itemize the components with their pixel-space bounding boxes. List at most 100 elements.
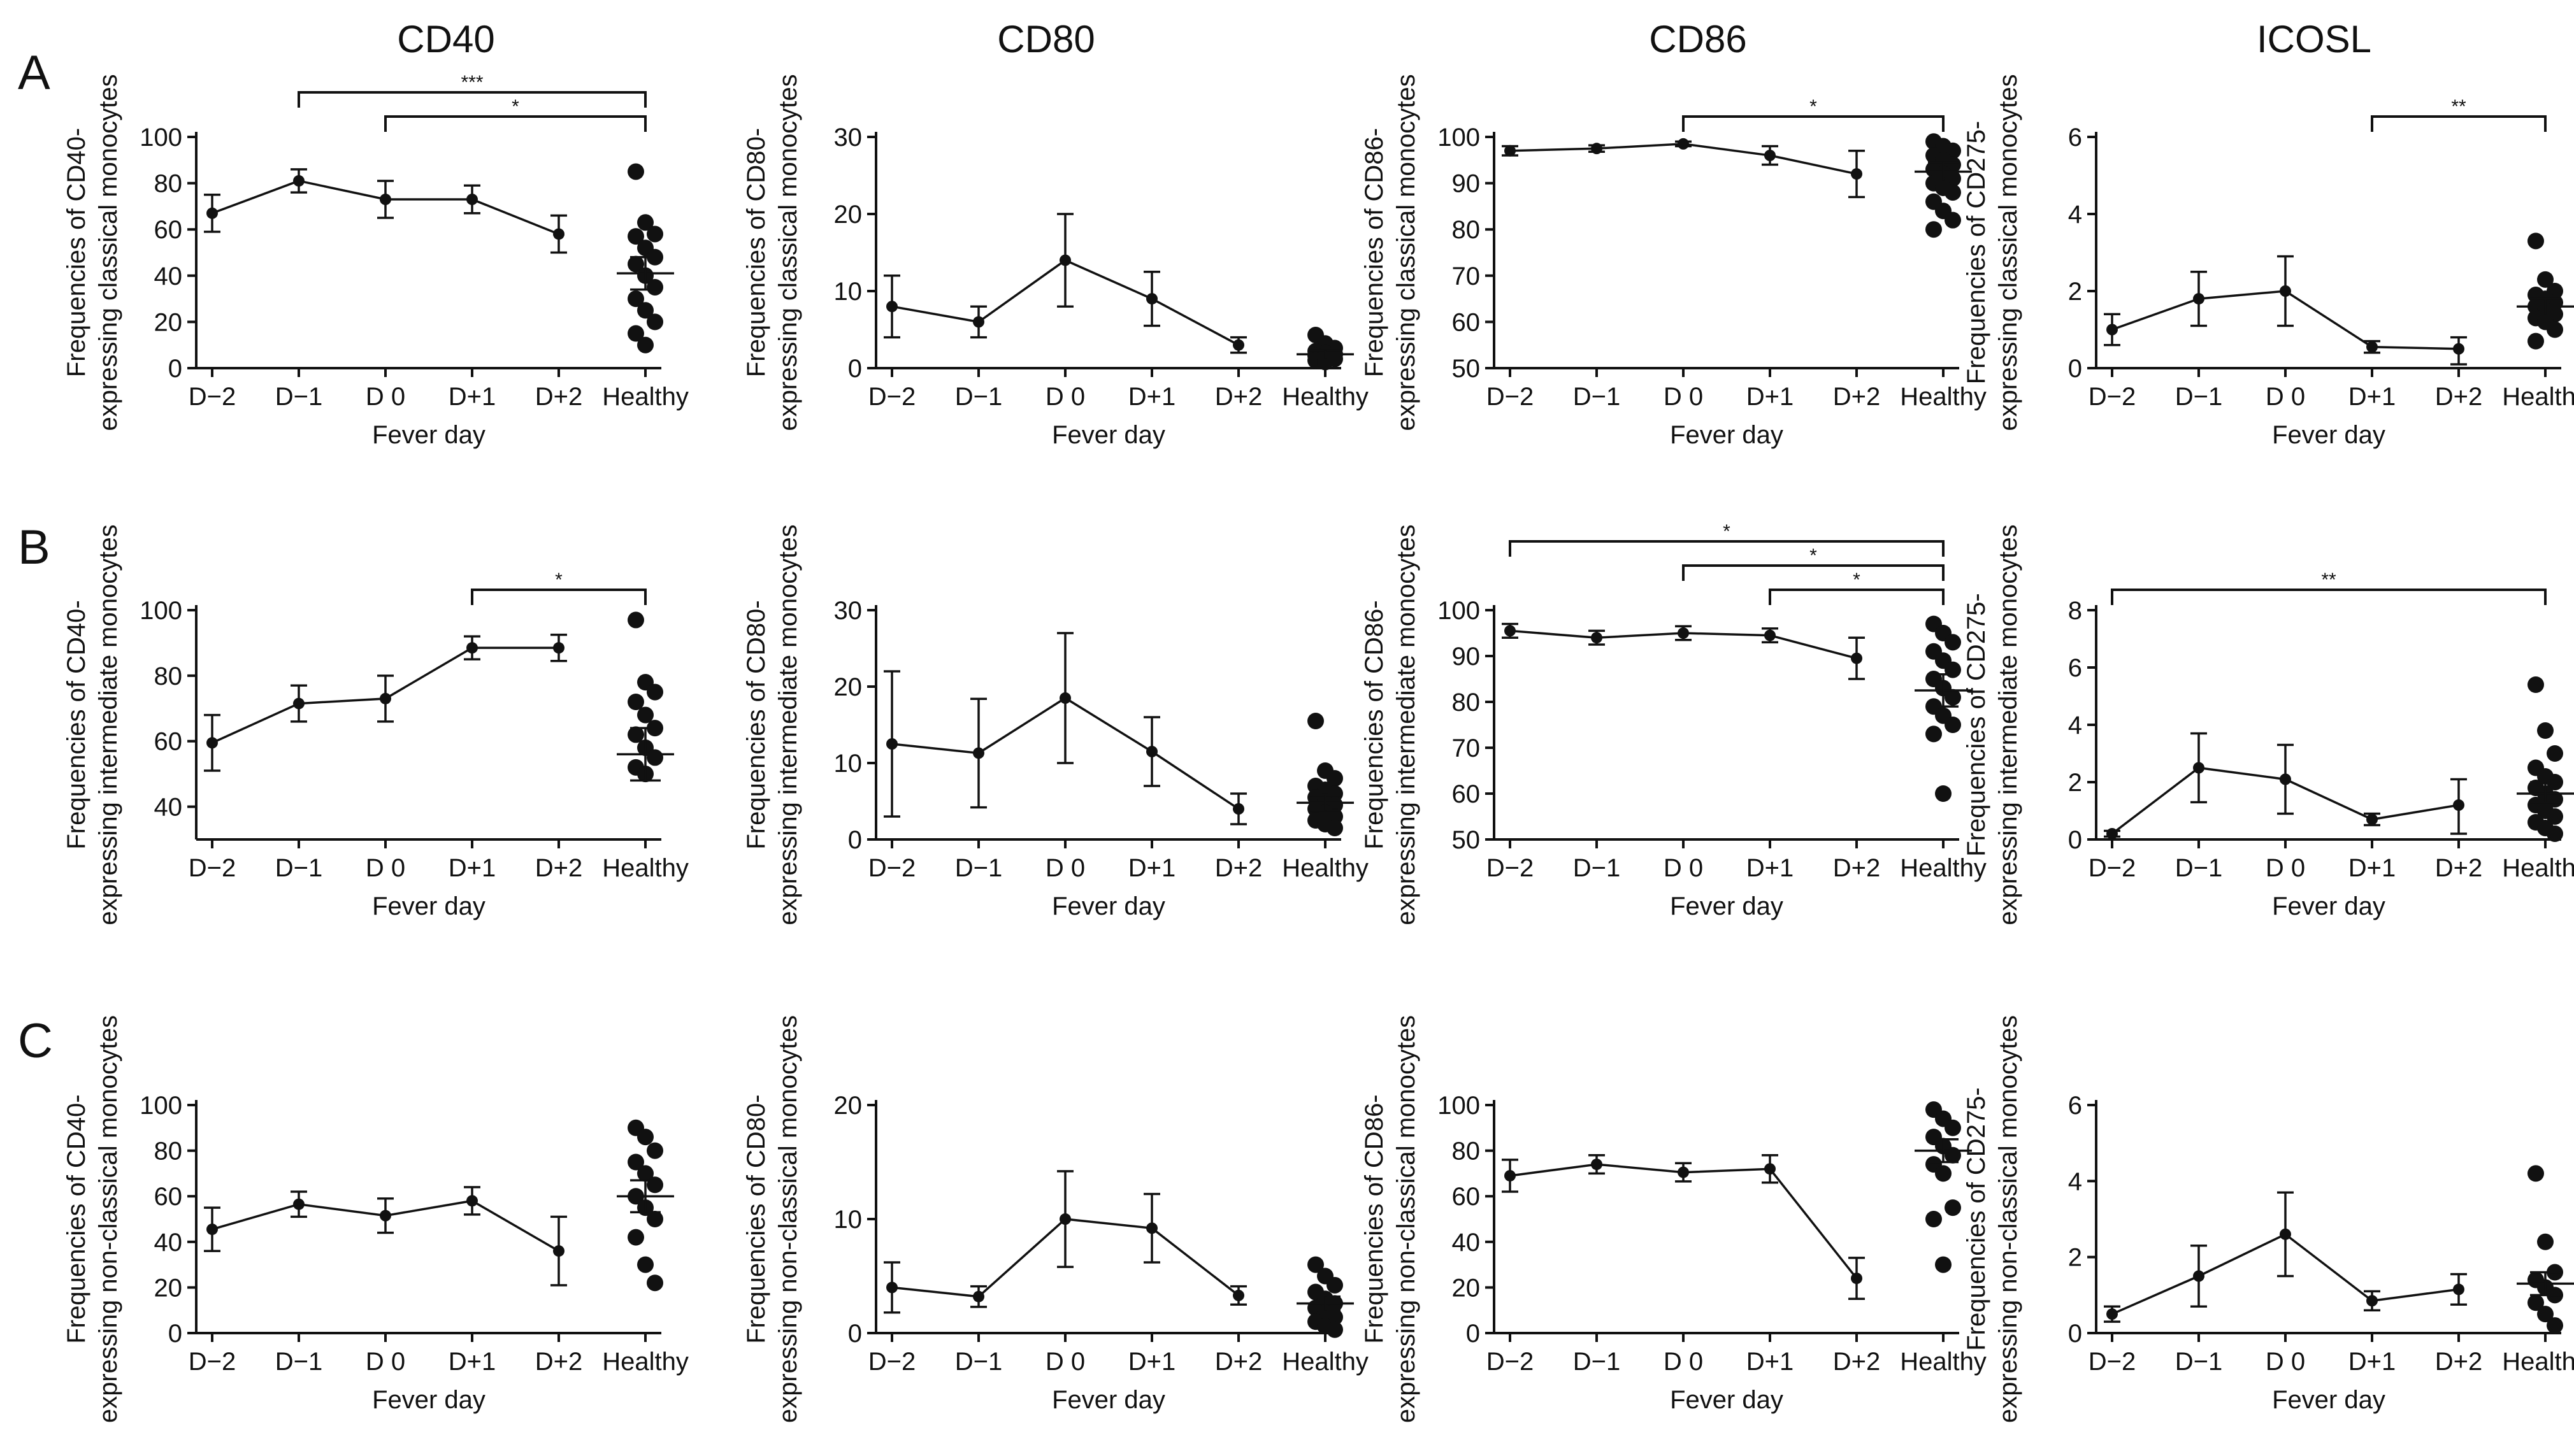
x-tick-label: D+1 xyxy=(2348,854,2396,882)
healthy-point xyxy=(647,1176,663,1194)
x-tick-label: D−1 xyxy=(955,383,1003,411)
significance-label: *** xyxy=(461,72,483,93)
y-tick-label: 60 xyxy=(154,216,183,244)
data-point xyxy=(886,738,898,750)
y-tick-label: 40 xyxy=(154,262,183,290)
y-axis-label: expressing intermediate monocytes xyxy=(1994,524,2022,925)
healthy-point xyxy=(647,313,663,331)
x-tick-label: D+2 xyxy=(535,854,583,882)
y-tick-label: 0 xyxy=(1466,1320,1480,1348)
healthy-point xyxy=(647,1274,663,1292)
y-tick-label: 90 xyxy=(1452,643,1481,671)
data-point xyxy=(1504,625,1516,637)
data-point xyxy=(1233,803,1244,815)
y-axis-label: Frequencies of CD40- xyxy=(62,1094,90,1343)
y-tick-label: 10 xyxy=(834,278,863,306)
significance-label: * xyxy=(512,96,519,117)
chart-panel-a-cd86: 50 60 70 80 90 100 D−2 D−1 D 0 D+1 D+2 Healthy Fever… xyxy=(1360,74,1987,449)
y-tick-label: 20 xyxy=(834,201,863,229)
x-tick-label: Healthy xyxy=(2502,854,2574,882)
chart-panel-a-cd40: 0 20 40 60 80 100 D−2 D−1 D 0 D+1 D+2 Healthy Fever … xyxy=(62,72,689,449)
data-point xyxy=(1678,627,1689,639)
data-point xyxy=(1678,1166,1689,1178)
data-point xyxy=(2453,343,2464,355)
data-point xyxy=(380,1210,391,1222)
x-tick-label: D−1 xyxy=(2175,854,2223,882)
data-point xyxy=(2106,324,2118,336)
x-axis-label: Fever day xyxy=(1670,892,1783,920)
data-point xyxy=(1146,1222,1158,1234)
significance-label: * xyxy=(555,569,563,590)
healthy-point xyxy=(647,749,663,766)
x-tick-label: D−2 xyxy=(868,383,916,411)
x-tick-label: D−2 xyxy=(2089,854,2136,882)
significance-label: * xyxy=(1809,96,1817,117)
x-tick-label: D+1 xyxy=(1746,383,1794,411)
healthy-point xyxy=(637,1129,654,1146)
y-tick-label: 10 xyxy=(834,1206,863,1234)
healthy-point xyxy=(628,726,644,743)
data-point xyxy=(1060,1213,1071,1225)
x-tick-label: D+1 xyxy=(449,383,496,411)
x-tick-label: D+1 xyxy=(1746,854,1794,882)
x-tick-label: D−2 xyxy=(1486,854,1534,882)
y-axis-label: Frequencies of CD80- xyxy=(742,128,770,377)
healthy-point xyxy=(637,302,654,319)
x-tick-label: D−1 xyxy=(1573,1348,1621,1376)
data-point xyxy=(973,747,984,759)
data-point xyxy=(1591,1159,1602,1171)
y-tick-label: 20 xyxy=(834,1092,863,1120)
x-tick-label: D+1 xyxy=(2348,1348,2396,1376)
data-point xyxy=(1146,746,1158,757)
y-tick-label: 4 xyxy=(2068,1167,2082,1195)
significance-label: * xyxy=(1723,521,1730,542)
y-tick-label: 100 xyxy=(1437,1092,1480,1120)
data-point xyxy=(2193,762,2204,774)
y-tick-label: 50 xyxy=(1452,355,1481,383)
y-tick-label: 50 xyxy=(1452,826,1481,854)
x-tick-label: D 0 xyxy=(366,1348,405,1376)
x-tick-label: D+2 xyxy=(1833,854,1881,882)
y-axis-label: Frequencies of CD40- xyxy=(62,600,90,849)
data-point xyxy=(1233,1289,1244,1301)
healthy-point xyxy=(628,611,644,629)
data-point xyxy=(466,642,478,654)
significance-bracket xyxy=(1509,540,1945,557)
chart-panel-a-cd80: 0 10 20 30 D−2 D−1 D 0 D+1 D+2 Healthy Fever day Fr… xyxy=(742,74,1369,449)
y-tick-label: 100 xyxy=(140,597,182,625)
chart-panel-c-cd40: 0 20 40 60 80 100 D−2 D−1 D 0 D+1 D+2 Healthy Fever … xyxy=(62,1015,689,1423)
data-point xyxy=(293,1198,305,1210)
data-point xyxy=(293,175,305,187)
chart-panel-b-cd86: 50 60 70 80 90 100 D−2 D−1 D 0 D+1 D+2 Healthy Fever… xyxy=(1360,521,1987,925)
x-axis-label: Fever day xyxy=(1052,421,1165,449)
y-tick-label: 2 xyxy=(2068,1244,2082,1272)
x-tick-label: Healthy xyxy=(2502,1348,2574,1376)
y-tick-label: 0 xyxy=(168,355,182,383)
significance-bracket xyxy=(2111,589,2547,605)
x-tick-label: Healthy xyxy=(1900,854,1987,882)
row-labels: A B C xyxy=(18,46,53,1068)
y-axis-label: expressing intermediate monocytes xyxy=(94,524,122,925)
column-title-cd40: CD40 xyxy=(397,18,494,61)
x-tick-label: D+1 xyxy=(1128,1348,1176,1376)
y-tick-label: 6 xyxy=(2068,124,2082,152)
x-axis-label: Fever day xyxy=(1670,1386,1783,1414)
y-tick-label: 2 xyxy=(2068,278,2082,306)
y-tick-label: 80 xyxy=(1452,216,1481,244)
healthy-point xyxy=(1925,725,1942,743)
y-axis-label: Frequencies of CD86- xyxy=(1360,128,1388,377)
chart-panel-c-icosl: 0 2 4 6 D−2 D−1 D 0 D+1 D+2 Healthy Fever day Frequ… xyxy=(1962,1015,2574,1423)
x-tick-label: D−1 xyxy=(275,854,323,882)
y-axis-label: expressing classical monocytes xyxy=(774,74,802,431)
y-axis-label: Frequencies of CD80- xyxy=(742,1094,770,1343)
y-axis-label: expressing classical monocytes xyxy=(94,74,122,431)
data-point xyxy=(2280,285,2291,297)
x-tick-label: D+2 xyxy=(535,383,583,411)
x-tick-label: D−1 xyxy=(2175,1348,2223,1376)
x-tick-label: D−2 xyxy=(189,1348,236,1376)
healthy-point xyxy=(637,1165,654,1182)
x-tick-label: D 0 xyxy=(1664,854,1703,882)
y-tick-label: 0 xyxy=(2068,826,2082,854)
healthy-point xyxy=(1945,1199,1961,1217)
